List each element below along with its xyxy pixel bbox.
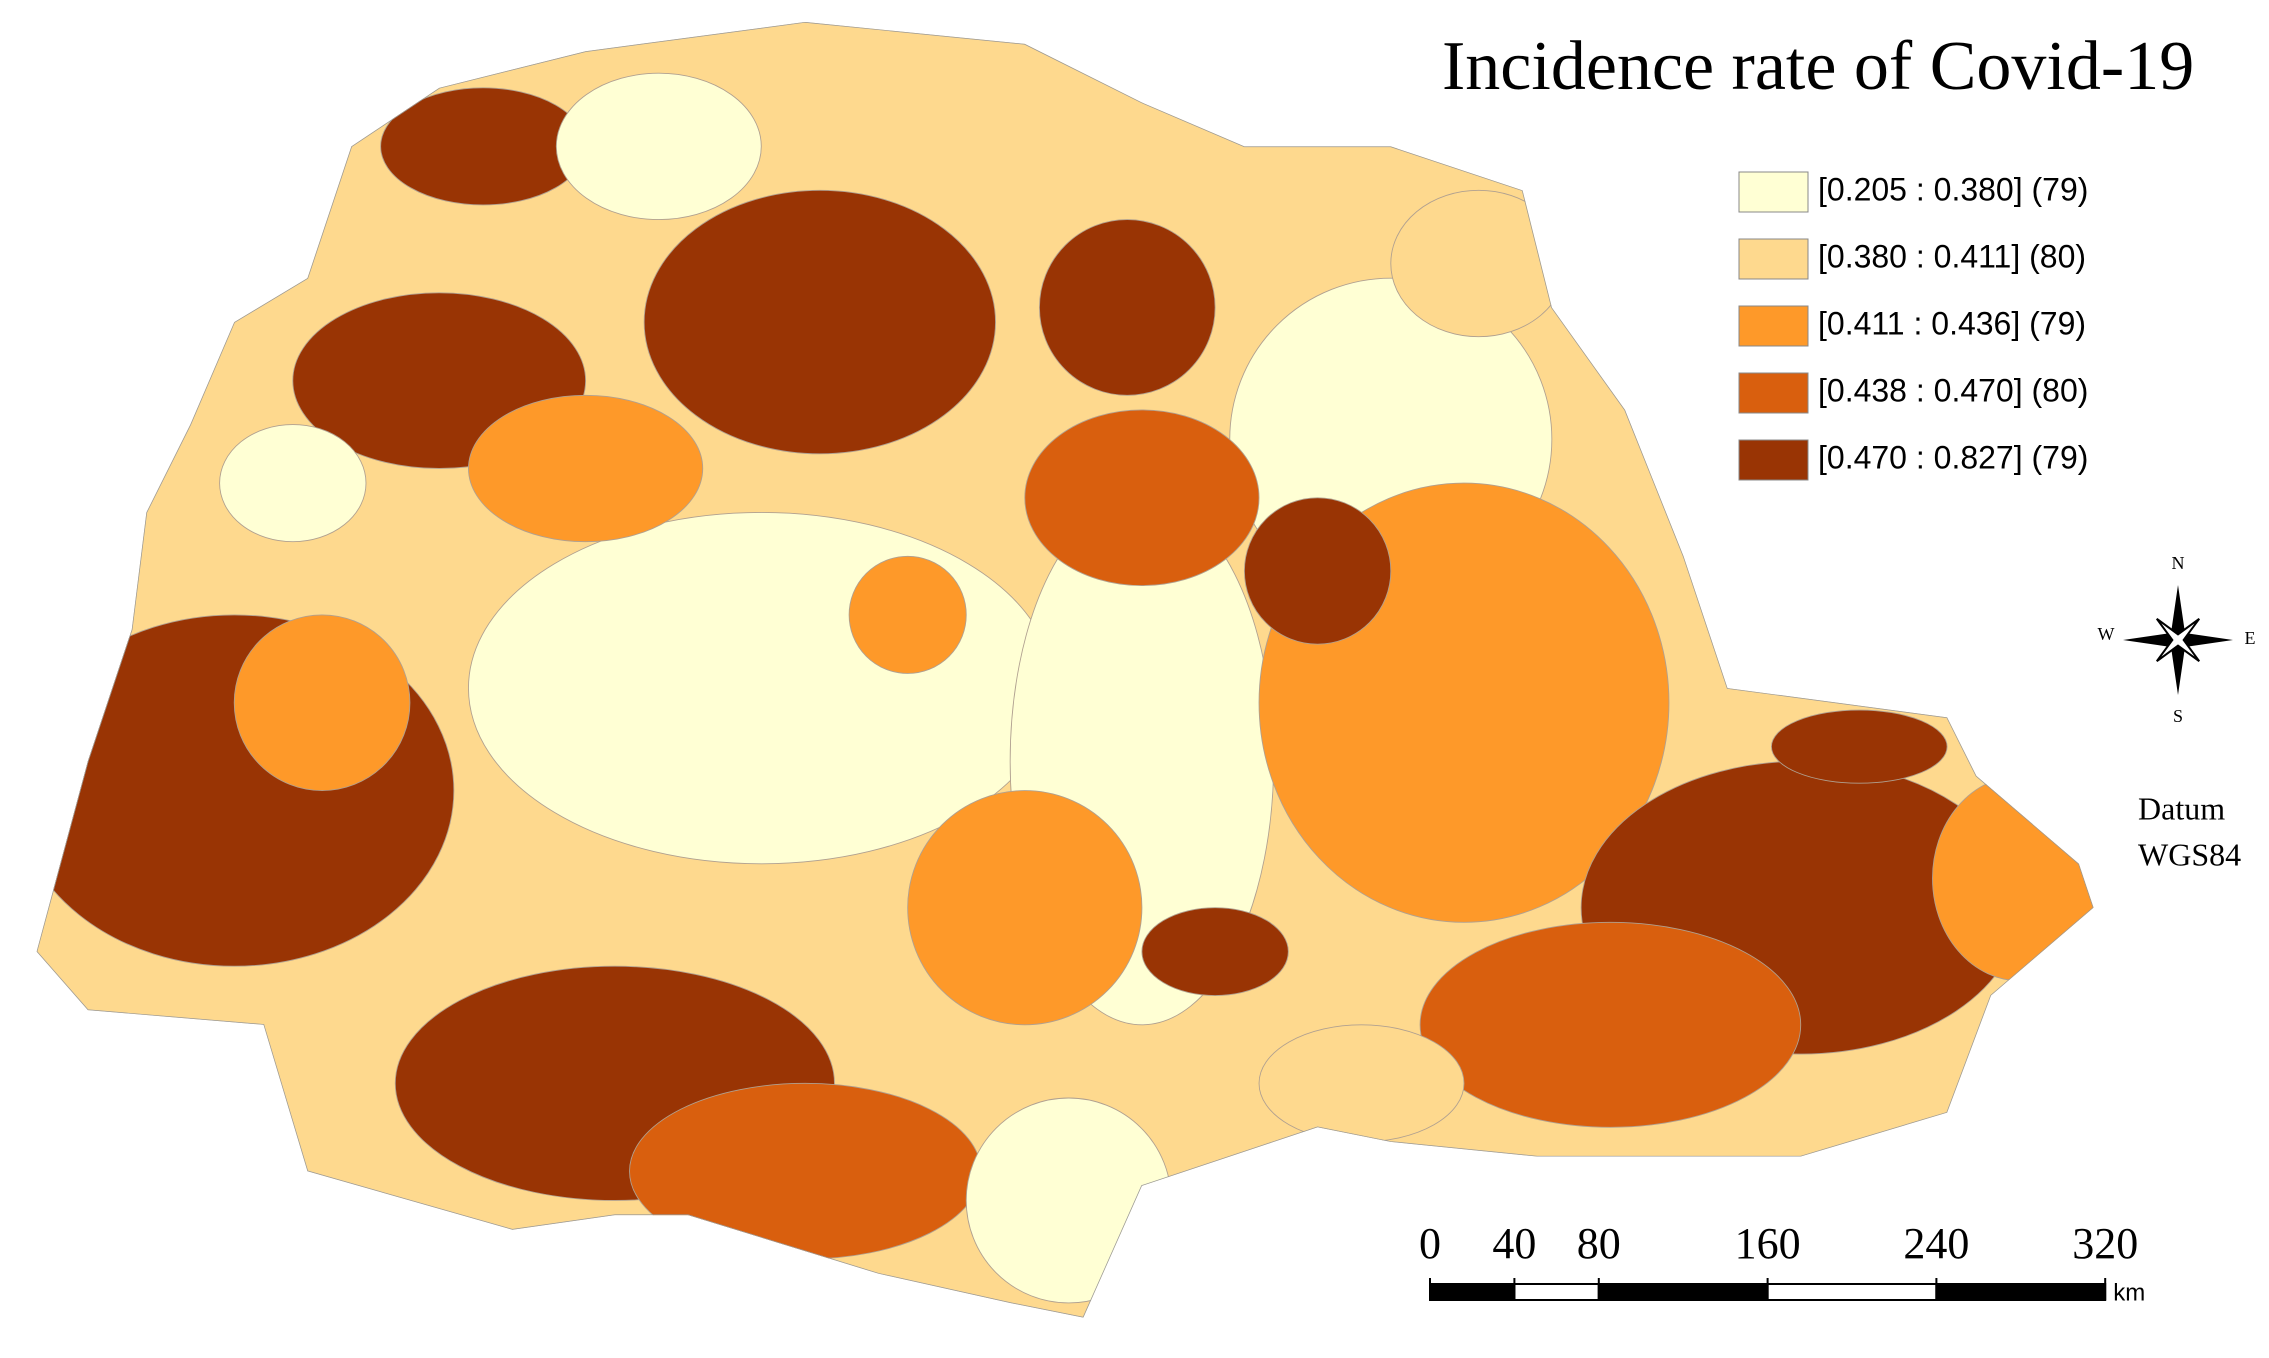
scale-segment bbox=[1513, 1283, 1600, 1301]
map-title: Incidence rate of Covid-19 bbox=[1442, 28, 2194, 105]
legend-label: [0.470 : 0.827] (79) bbox=[1818, 439, 2088, 475]
datum-label: Datum bbox=[2138, 790, 2225, 826]
scale-label: 240 bbox=[1903, 1219, 1969, 1268]
scale-segment bbox=[1429, 1283, 1516, 1301]
scale-segment bbox=[1597, 1283, 1769, 1301]
compass-west: W bbox=[2098, 624, 2115, 644]
legend-label: [0.438 : 0.470] (80) bbox=[1818, 372, 2088, 408]
compass-south: S bbox=[2173, 706, 2183, 726]
compass-east: E bbox=[2245, 628, 2256, 648]
scale-unit: km bbox=[2113, 1279, 2145, 1306]
legend-label: [0.205 : 0.380] (79) bbox=[1818, 171, 2088, 207]
scale-segment bbox=[1766, 1283, 1938, 1301]
legend-swatch bbox=[1738, 372, 1809, 414]
legend-label: [0.380 : 0.411] (80) bbox=[1818, 238, 2086, 274]
scale-segment bbox=[1935, 1283, 2107, 1301]
scale-label: 160 bbox=[1735, 1219, 1801, 1268]
compass-rose bbox=[2123, 585, 2233, 695]
scale-label: 0 bbox=[1419, 1219, 1441, 1268]
legend-swatch bbox=[1738, 305, 1809, 347]
datum-value: WGS84 bbox=[2138, 836, 2241, 872]
scale-label: 320 bbox=[2072, 1219, 2138, 1268]
legend-label: [0.411 : 0.436] (79) bbox=[1818, 305, 2086, 341]
scale-label: 80 bbox=[1577, 1219, 1621, 1268]
scale-label: 40 bbox=[1492, 1219, 1536, 1268]
compass-north: N bbox=[2172, 553, 2185, 573]
legend-swatch bbox=[1738, 238, 1809, 280]
legend-swatch bbox=[1738, 171, 1809, 213]
legend-swatch bbox=[1738, 439, 1809, 481]
